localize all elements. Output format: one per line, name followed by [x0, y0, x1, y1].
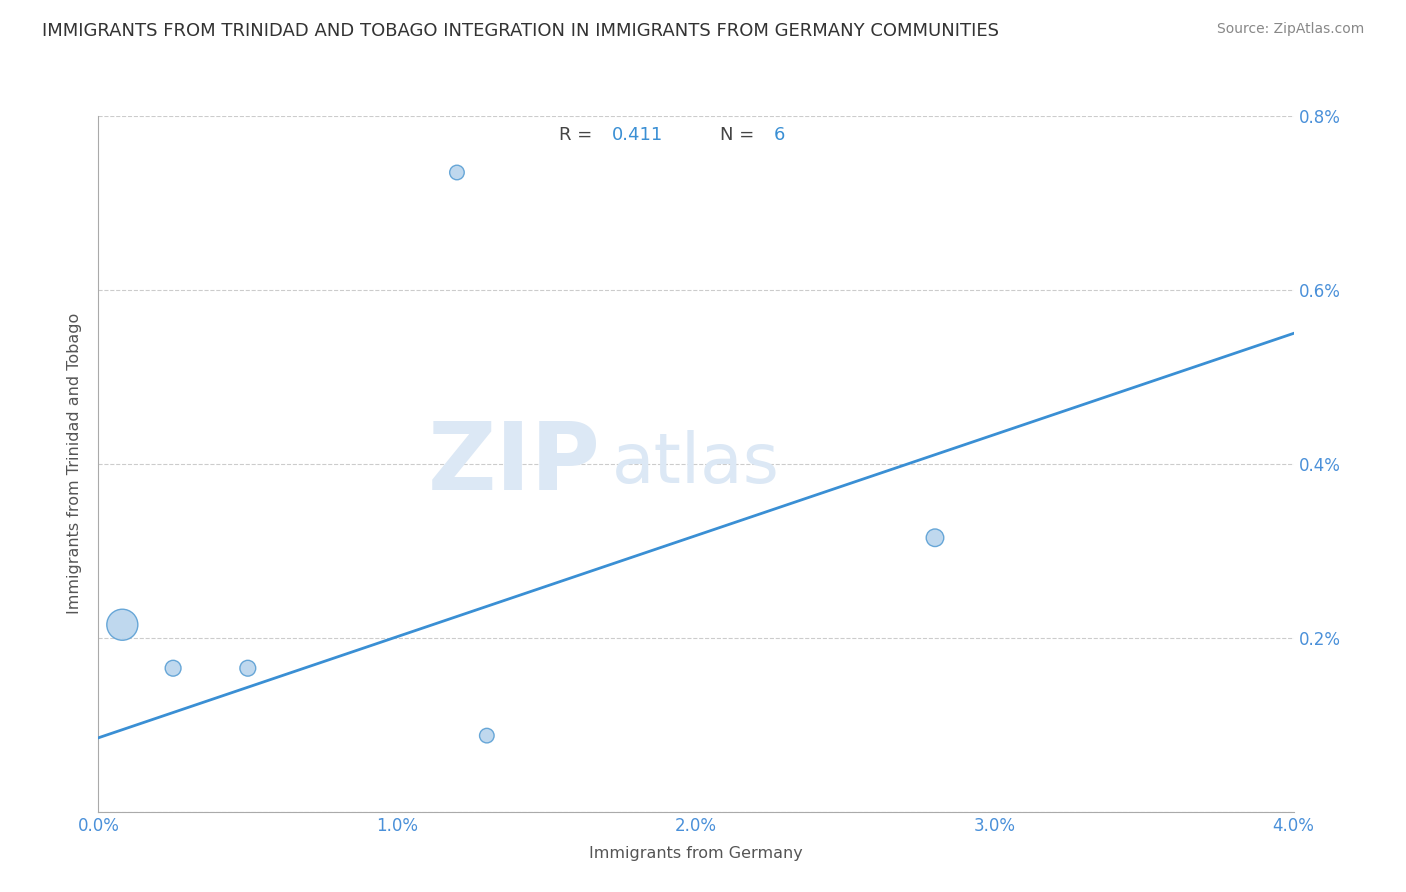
Point — [236, 661, 259, 675]
Y-axis label: Immigrants from Trinidad and Tobago: Immigrants from Trinidad and Tobago — [67, 313, 83, 615]
Text: 6: 6 — [773, 126, 785, 145]
Text: Source: ZipAtlas.com: Source: ZipAtlas.com — [1216, 22, 1364, 37]
Point — [446, 165, 468, 179]
Text: R =: R = — [558, 126, 598, 145]
Point — [475, 729, 498, 743]
Text: IMMIGRANTS FROM TRINIDAD AND TOBAGO INTEGRATION IN IMMIGRANTS FROM GERMANY COMMU: IMMIGRANTS FROM TRINIDAD AND TOBAGO INTE… — [42, 22, 1000, 40]
Point — [162, 661, 184, 675]
Point — [111, 617, 134, 632]
Text: atlas: atlas — [613, 430, 780, 498]
Point — [924, 531, 946, 545]
Text: ZIP: ZIP — [427, 417, 600, 510]
X-axis label: Immigrants from Germany: Immigrants from Germany — [589, 846, 803, 861]
Text: 0.411: 0.411 — [613, 126, 664, 145]
Text: N =: N = — [720, 126, 759, 145]
